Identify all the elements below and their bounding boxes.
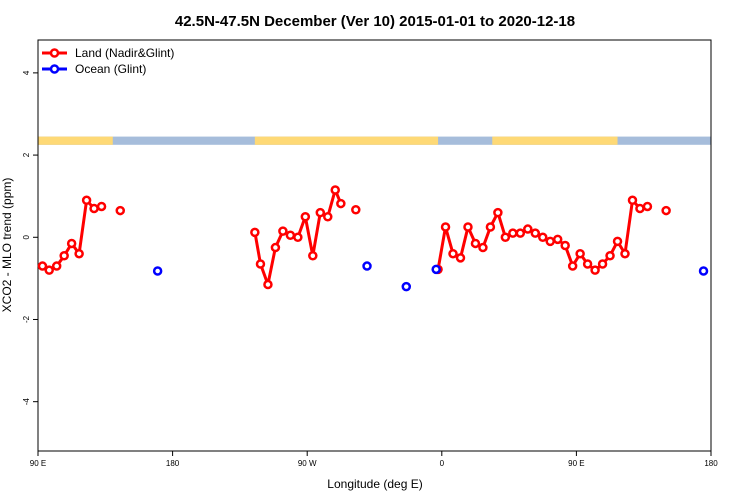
x-tick-label-1: 180 xyxy=(166,459,180,468)
series-0-point-0-8 xyxy=(96,201,107,212)
land-band-1 xyxy=(254,136,439,145)
series-0-point-0-4 xyxy=(66,238,77,249)
series-0-point-2-8 xyxy=(308,251,318,261)
land-band-0 xyxy=(38,136,113,145)
series-0-point-4-24 xyxy=(612,236,623,247)
series-0-point-0-0 xyxy=(37,261,48,271)
series-0-point-2-11 xyxy=(330,185,340,195)
series-1-point-1-0 xyxy=(362,261,372,271)
y-tick-label-3: -2 xyxy=(22,315,31,323)
x-tick-label-2: 90 W xyxy=(298,459,317,468)
x-axis: 90 E 180 90 W 0 90 E 180 xyxy=(30,451,718,468)
series-0-point-4-3 xyxy=(455,253,466,263)
series-0-point-4-25 xyxy=(620,248,630,259)
series-0-point-1-0 xyxy=(115,205,126,216)
series-0-point-4-15 xyxy=(545,236,555,247)
series-0-point-0-5 xyxy=(74,248,84,259)
series-0-point-4-1 xyxy=(440,222,451,232)
legend-label-1: Ocean (Glint) xyxy=(75,62,146,76)
series-0-point-0-2 xyxy=(51,261,62,271)
series-0-point-4-11 xyxy=(515,228,526,238)
series-0-point-4-10 xyxy=(508,228,518,238)
y-axis-label: XCO2 - MLO trend (ppm) xyxy=(0,178,14,313)
series-0-point-4-22 xyxy=(597,259,608,269)
x-axis-label: Longitude (deg E) xyxy=(327,477,422,491)
legend-marker-1 xyxy=(49,64,60,74)
series-0-point-4-23 xyxy=(605,251,615,261)
series-0-point-4-17 xyxy=(560,240,570,251)
series-layer xyxy=(37,185,709,292)
series-0-point-2-0 xyxy=(250,227,260,238)
y-axis: 4 2 0 -2 -4 xyxy=(22,70,38,405)
series-0-point-4-19 xyxy=(575,248,585,259)
series-0-point-4-2 xyxy=(448,248,458,259)
series-0-point-4-9 xyxy=(500,232,511,243)
x-tick-label-4: 90 E xyxy=(568,459,584,468)
series-0 xyxy=(37,185,671,290)
series-0-point-4-21 xyxy=(590,265,600,275)
legend-marker-0 xyxy=(49,48,60,58)
series-0-point-2-4 xyxy=(278,226,288,236)
series-0-point-2-6 xyxy=(293,232,303,243)
series-1-point-0-0 xyxy=(152,266,163,276)
series-0-point-4-27 xyxy=(635,203,645,214)
series-0-point-0-6 xyxy=(81,195,92,206)
series-0-point-2-7 xyxy=(300,211,311,222)
series-0-point-3-0 xyxy=(351,204,361,215)
series-0-point-4-12 xyxy=(523,224,533,234)
x-tick-label-0: 90 E xyxy=(30,459,46,468)
series-0-point-4-8 xyxy=(493,207,503,218)
series-0-point-2-1 xyxy=(255,259,266,269)
legend-label-0: Land (Nadir&Glint) xyxy=(75,46,174,60)
land-ocean-mask xyxy=(38,136,711,145)
series-1-point-4-0 xyxy=(698,266,709,276)
land-band-2 xyxy=(492,136,618,145)
series-0-point-2-5 xyxy=(285,230,296,240)
series-0-point-4-14 xyxy=(538,232,548,243)
series-0-point-4-7 xyxy=(485,222,496,232)
series-0-point-5-0 xyxy=(661,205,671,216)
series-0-point-4-5 xyxy=(470,238,481,249)
x-tick-label-5: 180 xyxy=(704,459,718,468)
series-1-point-2-0 xyxy=(401,281,412,292)
series-0-point-4-28 xyxy=(642,201,653,212)
series-0-point-0-1 xyxy=(44,265,54,275)
x-tick-label-3: 0 xyxy=(440,459,445,468)
series-0-point-2-10 xyxy=(323,211,333,222)
y-tick-label-1: 2 xyxy=(22,152,31,157)
y-tick-label-4: -4 xyxy=(22,398,31,406)
series-0-point-4-26 xyxy=(627,195,638,206)
chart-title: 42.5N-47.5N December (Ver 10) 2015-01-01… xyxy=(175,13,575,30)
series-0-point-2-3 xyxy=(270,242,281,253)
plot-frame xyxy=(37,39,712,452)
series-0-point-4-6 xyxy=(478,242,488,253)
series-1-point-3-0 xyxy=(431,264,441,275)
series-0-point-4-16 xyxy=(552,234,563,245)
series-0-point-2-9 xyxy=(315,207,326,218)
series-0-point-4-13 xyxy=(530,228,541,238)
series-0-point-0-7 xyxy=(89,203,99,214)
y-tick-label-2: 0 xyxy=(22,235,31,240)
y-tick-label-0: 4 xyxy=(22,70,31,75)
series-0-point-4-18 xyxy=(567,261,578,271)
series-1 xyxy=(152,261,709,292)
series-0-point-4-4 xyxy=(463,222,473,232)
series-0-point-0-3 xyxy=(59,251,69,261)
series-0-point-2-2 xyxy=(263,279,273,290)
series-0-point-2-12 xyxy=(336,198,346,209)
legend: Land (Nadir&Glint) Ocean (Glint) xyxy=(42,46,174,76)
series-0-point-4-20 xyxy=(582,259,593,269)
